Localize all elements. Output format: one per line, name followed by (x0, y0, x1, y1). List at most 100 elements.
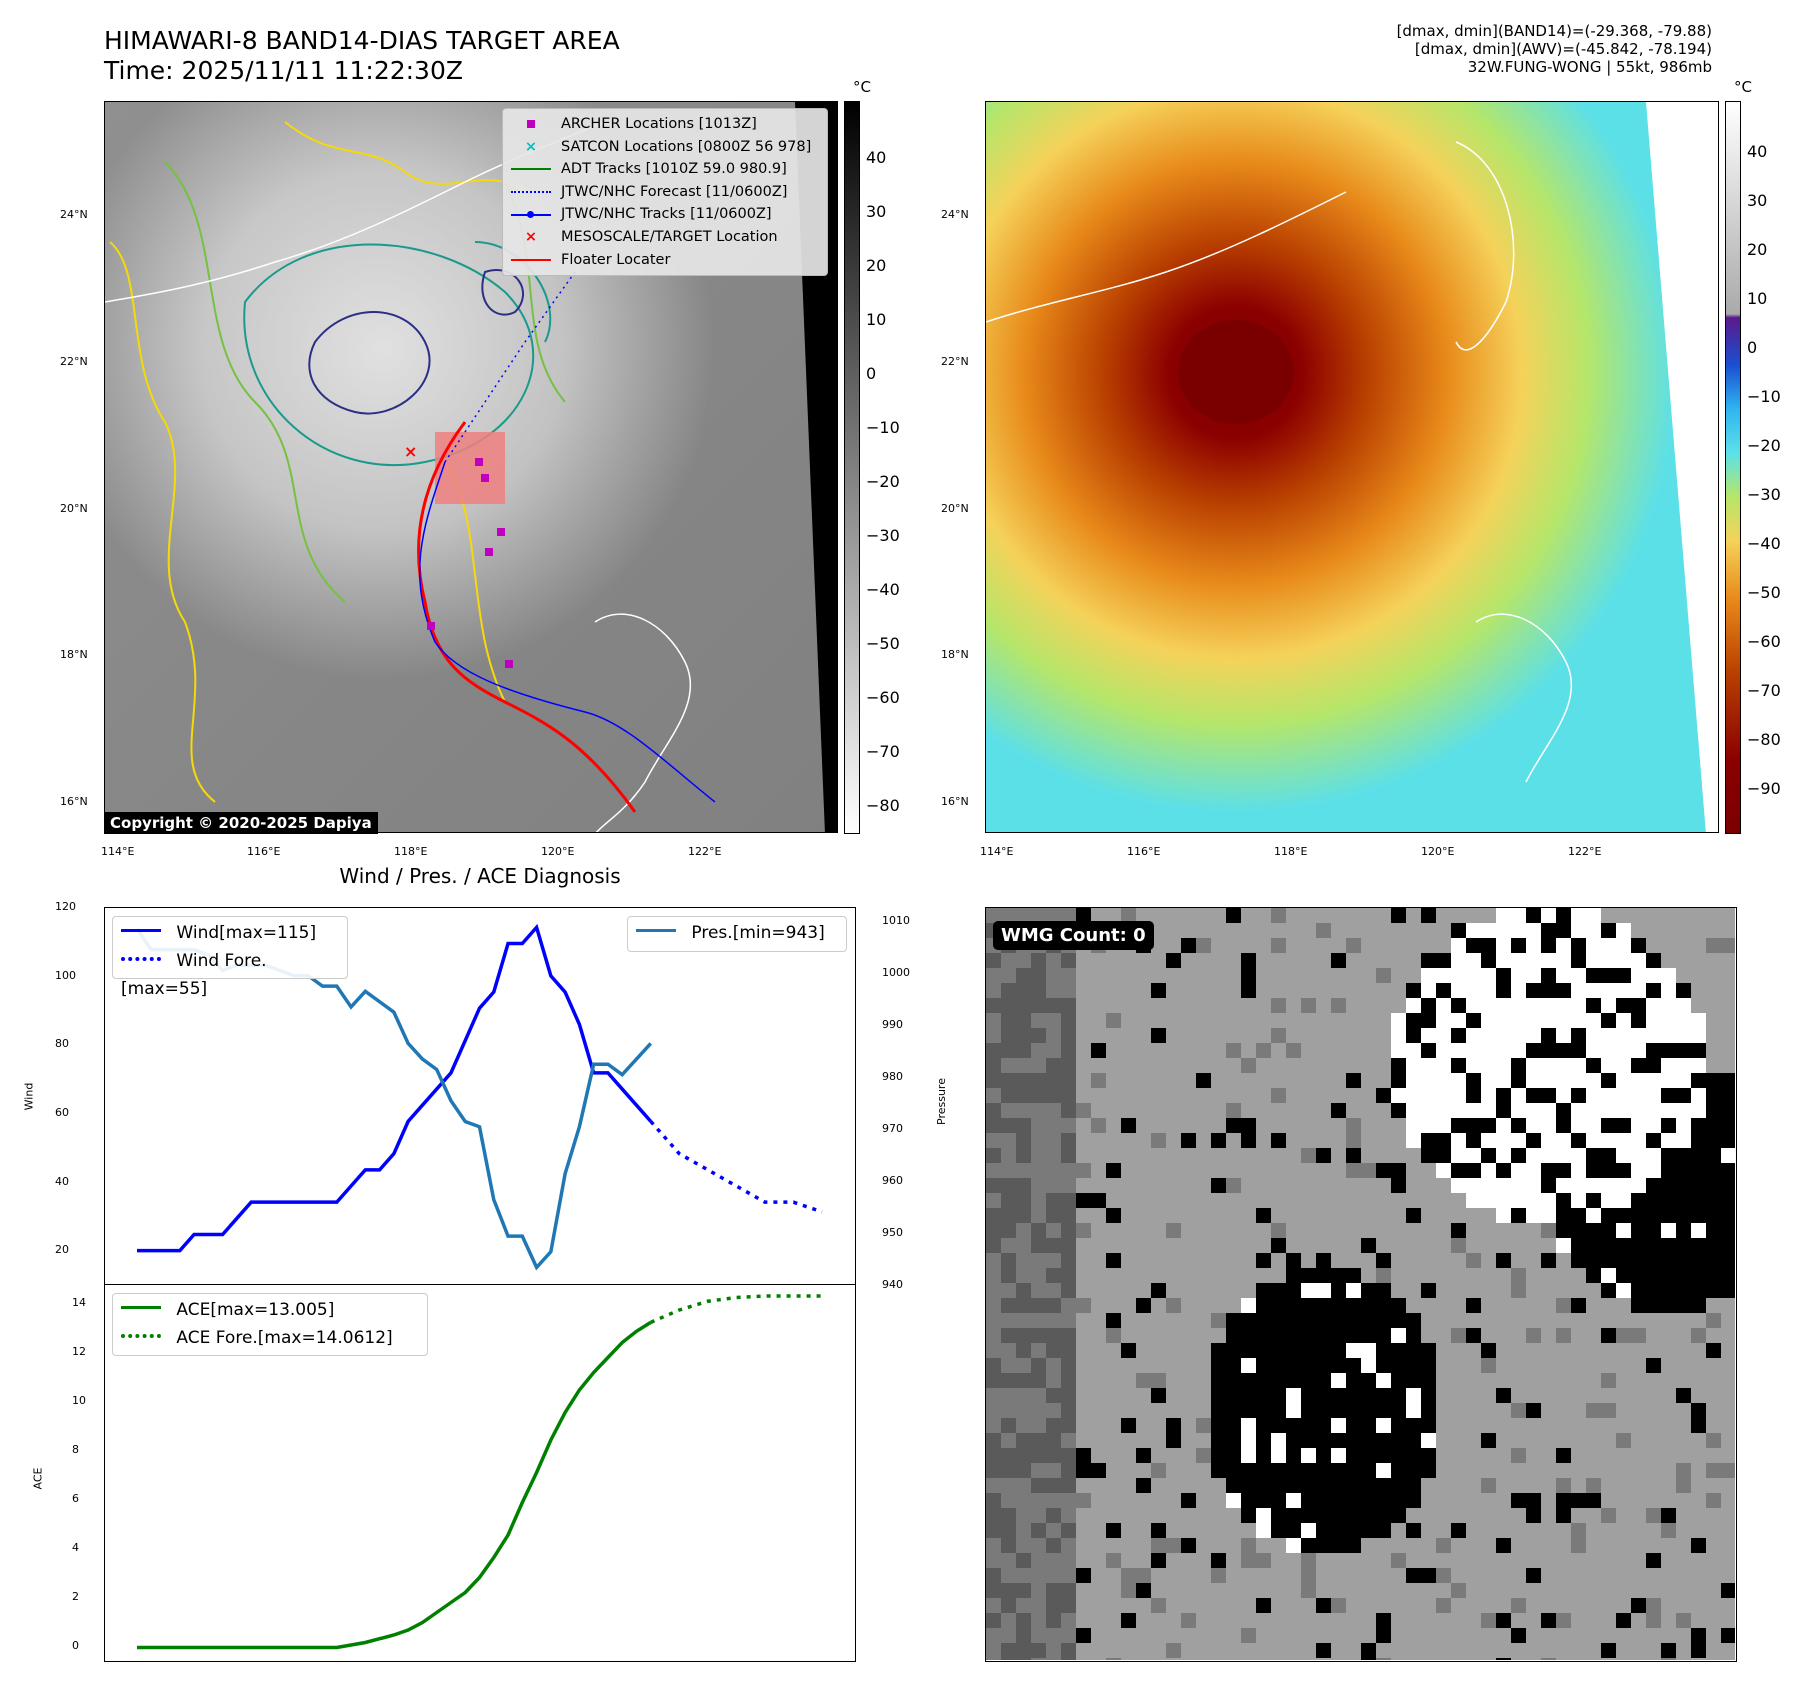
wmg-pixel (1616, 1448, 1631, 1463)
wmg-pixel (1091, 1283, 1106, 1298)
wmg-pixel (1226, 1178, 1241, 1193)
wmg-pixel (1646, 1088, 1661, 1103)
wmg-pixel (1166, 1478, 1181, 1493)
wmg-pixel (1676, 1148, 1691, 1163)
wmg-pixel (1586, 1043, 1601, 1058)
wmg-pixel (1196, 1283, 1211, 1298)
cb-tick: 10 (866, 310, 887, 329)
wmg-pixel (1121, 1478, 1136, 1493)
wmg-pixel (1361, 998, 1376, 1013)
wmg-pixel (1181, 1043, 1196, 1058)
wmg-pixel (1151, 1403, 1166, 1418)
wmg-pixel (1076, 1193, 1091, 1208)
wmg-pixel (1661, 953, 1676, 968)
wmg-pixel (1181, 1643, 1196, 1658)
wmg-pixel (1001, 1328, 1016, 1343)
wmg-pixel (1121, 1148, 1136, 1163)
wmg-pixel (1076, 1403, 1091, 1418)
wmg-pixel (1151, 1643, 1166, 1658)
wmg-pixel (1151, 1493, 1166, 1508)
wmg-pixel (1676, 1643, 1691, 1658)
wmg-pixel (1526, 1343, 1541, 1358)
wmg-pixel (1091, 1448, 1106, 1463)
wmg-pixel (1301, 1133, 1316, 1148)
wmg-pixel (1676, 1553, 1691, 1568)
wmg-pixel (1136, 1658, 1151, 1660)
wmg-pixel (1526, 1553, 1541, 1568)
wmg-pixel (1646, 1358, 1661, 1373)
wmg-pixel (1631, 1118, 1646, 1133)
wmg-pixel (1586, 1133, 1601, 1148)
wmg-pixel (1226, 1328, 1241, 1343)
wmg-pixel (1001, 1043, 1016, 1058)
line-icon (121, 922, 161, 938)
wmg-pixel (1331, 1133, 1346, 1148)
wmg-pixel (1481, 1583, 1496, 1598)
wmg-pixel (1586, 1523, 1601, 1538)
wmg-pixel (1706, 1373, 1721, 1388)
wmg-pixel (1346, 953, 1361, 968)
wmg-pixel (1151, 1148, 1166, 1163)
wmg-pixel (1046, 1523, 1061, 1538)
wmg-pixel (1466, 1598, 1481, 1613)
contour-teal (243, 241, 552, 467)
wmg-pixel (1286, 1493, 1301, 1508)
wmg-pixel (1106, 1073, 1121, 1088)
wmg-pixel (1676, 1208, 1691, 1223)
wmg-pixel (1151, 1433, 1166, 1448)
wmg-pixel (1706, 1103, 1721, 1118)
ace-axis-label: ACE (31, 1467, 45, 1490)
wmg-pixel (1661, 1598, 1676, 1613)
wmg-pixel (1631, 1643, 1646, 1658)
wmg-pixel (1256, 1013, 1271, 1028)
wmg-pixel (1121, 1583, 1136, 1598)
wmg-pixel (1361, 923, 1376, 938)
wmg-pixel (1511, 1628, 1526, 1643)
wmg-pixel (1511, 1163, 1526, 1178)
colorbar-right-unit: °C (1734, 78, 1752, 96)
wmg-pixel (1151, 968, 1166, 983)
wmg-pixel (1601, 1223, 1616, 1238)
wmg-pixel (1286, 968, 1301, 983)
wmg-pixel (1076, 1388, 1091, 1403)
wmg-pixel (1121, 1238, 1136, 1253)
wmg-pixel (1406, 1613, 1421, 1628)
wmg-pixel (1376, 1073, 1391, 1088)
wmg-pixel (1646, 1373, 1661, 1388)
wmg-pixel (1676, 953, 1691, 968)
wmg-pixel (1676, 1538, 1691, 1553)
wmg-pixel (1541, 983, 1556, 998)
wmg-pixel (1361, 1358, 1376, 1373)
wmg-pixel (1646, 1163, 1661, 1178)
wmg-pixel (1541, 1088, 1556, 1103)
wmg-pixel (1331, 1373, 1346, 1388)
wmg-pixel (1481, 1523, 1496, 1538)
lon-label: 114°E (980, 845, 1014, 858)
wmg-pixel (1451, 1193, 1466, 1208)
wmg-pixel (1511, 998, 1526, 1013)
wmg-pixel (1106, 1373, 1121, 1388)
wmg-pixel (1076, 1283, 1091, 1298)
wmg-pixel (1676, 1298, 1691, 1313)
wmg-pixel (1526, 923, 1541, 938)
wmg-pixel (1721, 1538, 1735, 1553)
wmg-pixel (1406, 968, 1421, 983)
wmg-pixel (1436, 983, 1451, 998)
wmg-pixel (1106, 1208, 1121, 1223)
wmg-pixel (1091, 1508, 1106, 1523)
wmg-pixel (1571, 1478, 1586, 1493)
wmg-pixel (1391, 1328, 1406, 1343)
wmg-pixel (1061, 1418, 1076, 1433)
wmg-pixel (1256, 1388, 1271, 1403)
wmg-pixel (1721, 1508, 1735, 1523)
wmg-pixel (1676, 1508, 1691, 1523)
wmg-pixel (1196, 1523, 1211, 1538)
wmg-pixel (1586, 1508, 1601, 1523)
wmg-pixel (1301, 1163, 1316, 1178)
series-line-wind-max-115- (137, 923, 653, 1253)
wmg-pixel (1151, 1178, 1166, 1193)
wmg-pixel (1556, 1043, 1571, 1058)
wmg-pixel (1256, 1643, 1271, 1658)
jtwc-track (418, 271, 716, 803)
wmg-pixel (1661, 1313, 1676, 1328)
